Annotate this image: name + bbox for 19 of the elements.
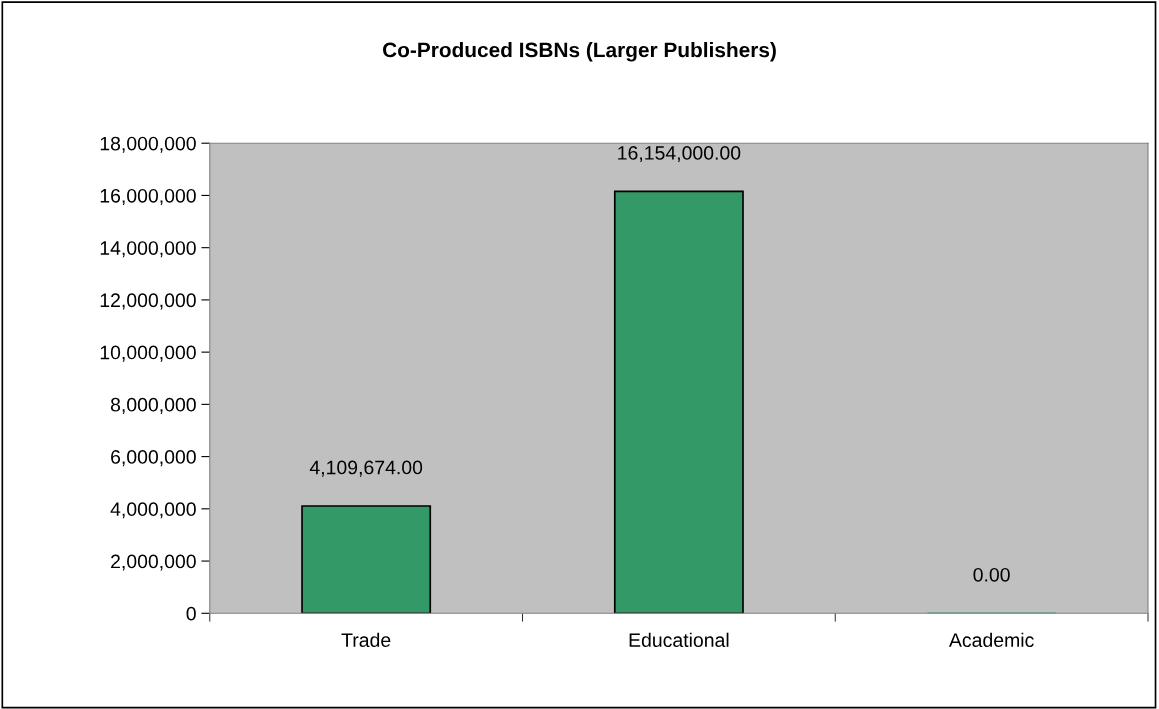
chart-title: Co-Produced ISBNs (Larger Publishers): [382, 42, 776, 62]
y-tick-label: 18,000,000: [100, 136, 196, 153]
y-tick-label: 6,000,000: [111, 450, 196, 467]
data-label: 4,109,674.00: [309, 460, 423, 477]
x-tick-label: Educational: [629, 632, 729, 648]
y-tick-label: 0: [186, 606, 196, 621]
y-tick-label: 16,000,000: [100, 188, 196, 205]
x-tick-label: Trade: [341, 632, 391, 648]
x-tick-label: Academic: [948, 632, 1034, 648]
data-label: 16,154,000.00: [618, 146, 741, 163]
data-label: 0.00: [973, 567, 1010, 582]
y-tick-label: 10,000,000: [100, 345, 196, 362]
y-tick-label: 4,000,000: [110, 502, 196, 519]
y-tick-label: 2,000,000: [111, 554, 196, 571]
y-tick-label: 12,000,000: [100, 293, 196, 310]
y-tick-label: 14,000,000: [100, 241, 196, 258]
y-tick-label: 8,000,000: [110, 397, 196, 414]
bar: [613, 190, 744, 614]
bar: [301, 505, 432, 614]
